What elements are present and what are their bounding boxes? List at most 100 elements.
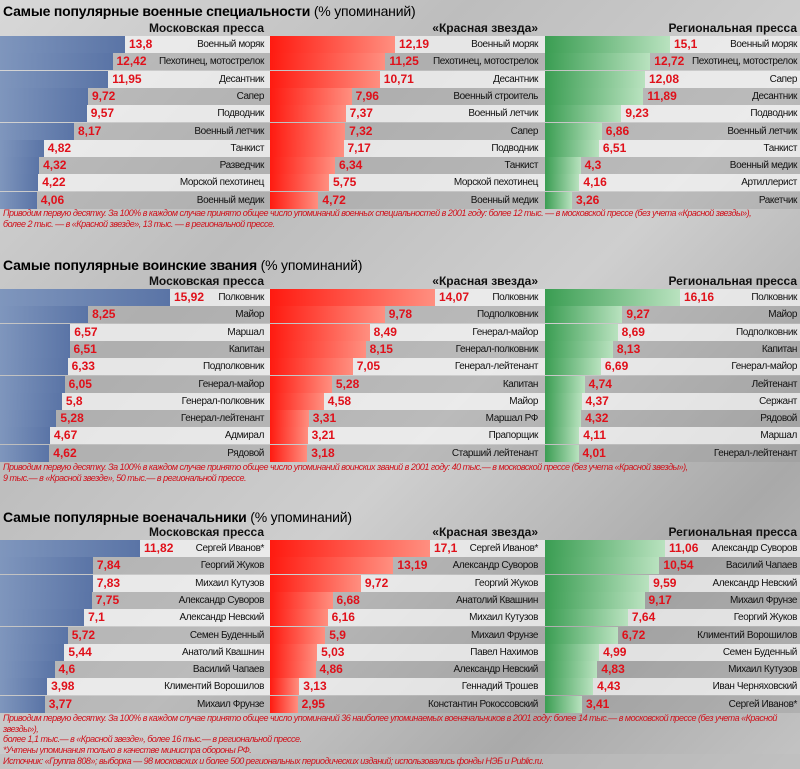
row-stripe: [0, 340, 800, 358]
data-label: 2,95: [301, 696, 325, 711]
category-label: Танкист: [230, 142, 265, 154]
category-label: Александр Невский: [712, 577, 797, 589]
category-label: Подводник: [750, 108, 797, 120]
category-label: Рядовой: [760, 413, 797, 425]
data-label: 5,9: [329, 627, 346, 642]
category-label: Александр Суворов: [178, 594, 265, 606]
data-label: 14,07: [439, 290, 470, 304]
category-label: Генерал-полковник: [181, 395, 265, 407]
category-label: Сапер: [769, 73, 798, 85]
category-label: Военный моряк: [730, 39, 797, 50]
category-label: Михаил Кутузов: [469, 612, 538, 624]
bar: [545, 626, 618, 644]
category-label: Михаил Кутузов: [195, 577, 264, 589]
category-label: Александр Невский: [453, 664, 538, 676]
row-stripe: [0, 122, 800, 140]
data-label: 4,82: [47, 140, 72, 155]
bar: [0, 289, 170, 306]
category-label: Геннадий Трошев: [461, 681, 539, 693]
section-title-bold: Самые популярные воинские звания: [3, 257, 257, 273]
data-label: 9,27: [626, 307, 650, 322]
bar: [0, 427, 50, 445]
bar: [270, 678, 300, 696]
bar: [545, 661, 598, 679]
category-label: Маршал РФ: [485, 413, 539, 425]
data-label: 7,05: [356, 359, 381, 374]
panel-header: Московская пресса: [148, 21, 264, 35]
category-label: Василий Чапаев: [192, 664, 264, 676]
bar: [270, 626, 326, 644]
bar: [545, 410, 582, 428]
panel-header: «Красная звезда»: [432, 21, 538, 35]
section-title-bold: Самые популярные военные специальности: [3, 3, 311, 19]
category-label: Военный строитель: [453, 90, 538, 102]
bar: [270, 392, 324, 410]
bar: [270, 139, 344, 157]
data-label: 10,71: [383, 71, 414, 86]
category-label: Майор: [235, 309, 264, 321]
bar: [270, 70, 380, 88]
section-title: Самые популярные военачальники (% упомин…: [3, 509, 352, 525]
bar: [0, 695, 45, 713]
row-stripe: [0, 392, 800, 410]
category-label: Георгий Жуков: [200, 560, 265, 572]
data-label: 3,18: [311, 445, 335, 460]
bar: [270, 643, 318, 661]
category-label: Маршал: [760, 430, 797, 442]
bar: [545, 392, 582, 410]
data-label: 5,03: [321, 644, 345, 659]
row-stripe: [0, 678, 800, 696]
bar: [270, 87, 352, 105]
bar: [270, 340, 366, 358]
data-label: 3,26: [576, 192, 600, 207]
bar: [545, 306, 623, 324]
data-label: 8,17: [78, 123, 102, 138]
category-label: Десантник: [219, 73, 264, 85]
bar: [270, 695, 298, 713]
data-label: 3,13: [303, 679, 327, 694]
category-label: Анатолий Квашнин: [182, 646, 264, 658]
bar: [0, 70, 109, 88]
bar: [0, 306, 89, 324]
section-title-unit: (% упоминаний): [260, 257, 363, 273]
category-label: Александр Суворов: [711, 543, 798, 554]
footnote-line: Приводим первую десятку. За 100% в каждо…: [3, 208, 752, 218]
bar: [545, 695, 582, 713]
bar: [270, 36, 395, 53]
bar: [545, 444, 579, 462]
row-stripe: [0, 139, 800, 157]
bar: [270, 661, 316, 679]
category-label: Танкист: [763, 142, 798, 154]
data-label: 11,25: [389, 54, 419, 69]
bar: [545, 643, 600, 661]
bar: [270, 557, 394, 575]
category-label: Генерал-лейтенант: [180, 413, 264, 425]
data-label: 4,74: [588, 376, 612, 391]
bar: [545, 540, 665, 557]
data-label: 11,89: [647, 88, 677, 103]
panel-header: Региональная пресса: [668, 21, 797, 35]
category-label: Военный медик: [470, 194, 539, 206]
bar: [270, 540, 430, 557]
category-label: Полковник: [218, 292, 264, 303]
category-label: Генерал-лейтенант: [713, 447, 797, 459]
row-stripe: [0, 626, 800, 644]
data-label: 6,16: [331, 610, 355, 625]
bar: [545, 139, 599, 157]
category-label: Иван Черняховский: [712, 681, 798, 693]
category-label: Военный медик: [729, 160, 798, 172]
row-stripe: [0, 191, 800, 209]
bar: [0, 410, 57, 428]
data-label: 4,99: [603, 644, 627, 659]
data-label: 4,16: [583, 175, 607, 190]
panel-header: Региональная пресса: [668, 274, 797, 288]
data-label: 9,57: [90, 106, 115, 121]
category-label: Василий Чапаев: [725, 560, 797, 572]
data-label: 4,6: [58, 662, 76, 677]
data-label: 5,44: [68, 644, 92, 659]
row-stripe: [0, 157, 800, 175]
bar: [270, 157, 335, 175]
bar: [545, 609, 628, 627]
bar: [545, 289, 680, 306]
source-band: [0, 754, 800, 769]
